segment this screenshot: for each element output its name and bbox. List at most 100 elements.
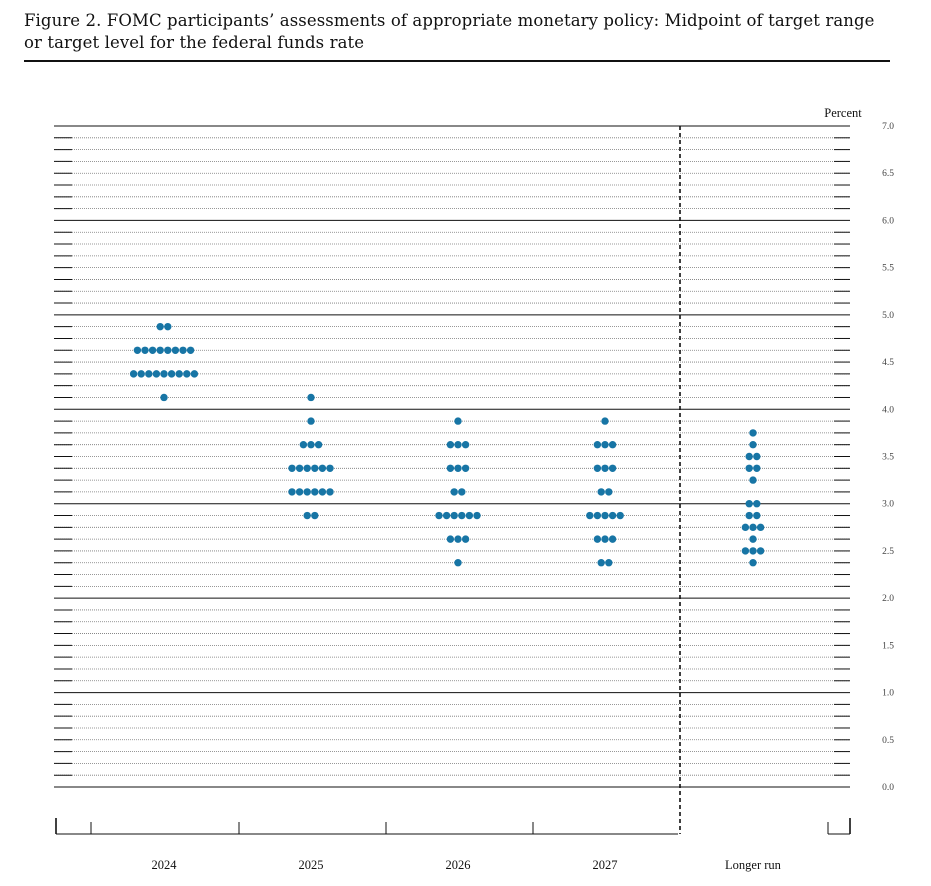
participant-dot: [156, 346, 164, 354]
participant-dot: [593, 511, 602, 520]
participant-dot: [601, 535, 609, 543]
participant-dot: [156, 322, 164, 331]
participant-dot: [164, 322, 172, 331]
participant-dot: [295, 488, 304, 496]
grid-lines: [54, 125, 850, 788]
participant-dot: [145, 370, 153, 378]
participant-dot: [133, 346, 142, 354]
y-tick-label: 1.5: [882, 641, 894, 651]
participant-dot: [454, 464, 462, 473]
participant-dot: [175, 370, 183, 378]
y-axis-label: Percent: [824, 106, 862, 120]
participant-dot: [461, 535, 470, 543]
participant-dot: [288, 488, 296, 496]
y-tick-label: 2.0: [882, 594, 894, 604]
participant-dot: [745, 452, 753, 461]
y-tick-label: 2.5: [882, 547, 894, 557]
participant-dot: [601, 417, 609, 425]
participant-dot: [454, 559, 462, 567]
participant-dot: [311, 511, 319, 520]
figure-title: Figure 2. FOMC participants’ assessments…: [24, 11, 875, 52]
participant-dot: [288, 464, 296, 473]
x-category-label: 2025: [299, 858, 324, 872]
participant-dot: [311, 488, 319, 496]
participant-dot: [593, 535, 602, 543]
participant-dot: [454, 440, 462, 449]
y-tick-label: 3.5: [882, 453, 894, 463]
participant-dot: [749, 476, 757, 484]
participant-dot: [303, 464, 311, 473]
y-tick-label: 4.5: [882, 358, 894, 368]
title-rule: [24, 60, 890, 62]
participant-dot: [749, 523, 757, 532]
participant-dot: [186, 346, 195, 354]
participant-dot: [446, 464, 455, 473]
participant-dot: [311, 464, 319, 473]
participant-dot: [141, 346, 149, 354]
participant-dot: [307, 417, 315, 425]
participant-dot: [756, 523, 765, 532]
participant-dot: [442, 511, 451, 520]
y-tick-label: 0.0: [882, 783, 894, 793]
participant-dot: [616, 511, 624, 520]
participant-dot: [608, 440, 617, 449]
participant-dot: [745, 500, 753, 508]
participant-dot: [458, 488, 466, 496]
participant-dot: [473, 511, 481, 520]
participant-dot: [608, 464, 617, 473]
participant-dot: [171, 346, 180, 354]
participant-dot: [749, 535, 757, 543]
x-category-label: 2027: [593, 858, 618, 872]
participant-dot: [461, 440, 470, 449]
participant-dot: [167, 370, 176, 378]
participant-dot: [749, 440, 757, 449]
participant-dot: [137, 370, 145, 378]
participant-dot: [318, 464, 327, 473]
participant-dot: [299, 440, 308, 449]
participant-dot: [450, 511, 458, 520]
participant-dot: [753, 464, 761, 473]
x-category-label: 2026: [446, 858, 471, 872]
participant-dot: [326, 464, 334, 473]
participant-dot: [753, 500, 761, 508]
participant-dot: [435, 511, 443, 520]
participant-dot: [129, 370, 138, 378]
participant-dot: [164, 346, 172, 354]
participant-dot: [601, 511, 609, 520]
participant-dot: [160, 370, 168, 378]
y-tick-label: 6.5: [882, 169, 894, 179]
participant-dot: [454, 417, 462, 425]
participant-dot: [608, 511, 617, 520]
participant-dot: [307, 440, 315, 449]
y-tick-label: 5.0: [882, 311, 894, 321]
participant-dot: [597, 559, 605, 567]
participant-dot: [753, 511, 761, 520]
participant-dot: [446, 535, 455, 543]
participant-dot: [745, 464, 753, 473]
participant-dot: [446, 440, 455, 449]
dot-series: [129, 322, 765, 567]
participant-dot: [318, 488, 327, 496]
y-tick-label: 4.0: [882, 405, 894, 415]
participant-dot: [152, 370, 161, 378]
participant-dot: [749, 429, 757, 437]
y-tick-label: 5.5: [882, 264, 894, 274]
participant-dot: [454, 535, 462, 543]
y-tick-label: 7.0: [882, 122, 894, 132]
participant-dot: [756, 547, 765, 555]
participant-dot: [605, 559, 613, 567]
participant-dot: [295, 464, 304, 473]
participant-dot: [458, 511, 466, 520]
participant-dot: [183, 370, 191, 378]
y-tick-label: 1.0: [882, 689, 894, 699]
participant-dot: [749, 547, 757, 555]
participant-dot: [586, 511, 594, 520]
participant-dot: [749, 559, 757, 567]
participant-dot: [593, 464, 602, 473]
y-tick-label: 3.0: [882, 500, 894, 510]
y-tick-label: 6.0: [882, 216, 894, 226]
participant-dot: [450, 488, 458, 496]
participant-dot: [461, 464, 470, 473]
participant-dot: [326, 488, 334, 496]
